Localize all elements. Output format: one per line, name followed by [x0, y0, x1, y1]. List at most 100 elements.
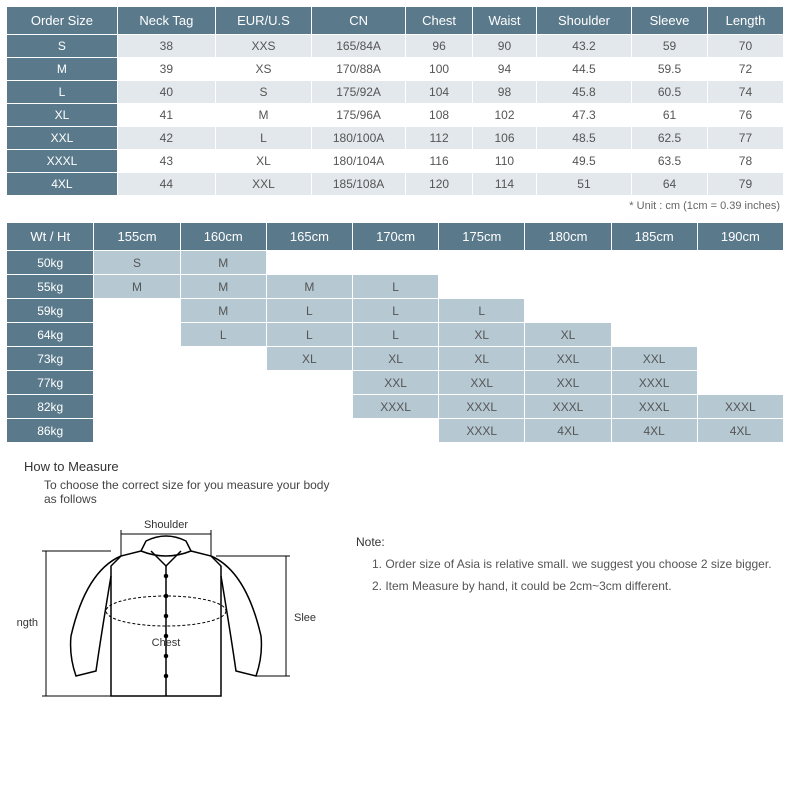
- size-cell: XXS: [215, 35, 311, 58]
- rec-cell: [697, 251, 783, 275]
- rec-cell: L: [352, 299, 438, 323]
- rec-weight-head: 59kg: [7, 299, 94, 323]
- rec-cell: [611, 251, 697, 275]
- size-cell: 47.3: [536, 104, 631, 127]
- size-cell: 48.5: [536, 127, 631, 150]
- rec-cell: [439, 275, 525, 299]
- rec-cell: [352, 251, 438, 275]
- howto-title: How to Measure: [24, 459, 336, 474]
- rec-cell: [266, 395, 352, 419]
- rec-weight-head: 86kg: [7, 419, 94, 443]
- size-cell: 38: [117, 35, 215, 58]
- size-cell: XL: [215, 150, 311, 173]
- rec-cell: XXXL: [525, 395, 611, 419]
- size-cell: 40: [117, 81, 215, 104]
- rec-cell: [94, 347, 180, 371]
- size-cell: 180/104A: [312, 150, 406, 173]
- rec-cell: XL: [352, 347, 438, 371]
- size-cell: 185/108A: [312, 173, 406, 196]
- size-cell: S: [215, 81, 311, 104]
- rec-cell: XXXL: [611, 371, 697, 395]
- size-cell: 112: [406, 127, 473, 150]
- rec-cell: [697, 275, 783, 299]
- size-cell: 74: [707, 81, 783, 104]
- rec-cell: XXL: [611, 347, 697, 371]
- how-to-measure-section: How to Measure To choose the correct siz…: [6, 455, 784, 731]
- size-header-cell: Order Size: [7, 7, 118, 35]
- size-cell: 49.5: [536, 150, 631, 173]
- size-cell: 120: [406, 173, 473, 196]
- size-cell: 108: [406, 104, 473, 127]
- chest-label: Chest: [152, 637, 181, 649]
- rec-cell: M: [180, 299, 266, 323]
- rec-cell: XXL: [352, 371, 438, 395]
- rec-cell: L: [266, 323, 352, 347]
- rec-cell: [439, 251, 525, 275]
- sleeve-label: Sleeve: [294, 612, 316, 624]
- rec-cell: [525, 275, 611, 299]
- rec-cell: 4XL: [697, 419, 783, 443]
- size-row-head: XXXL: [7, 150, 118, 173]
- size-header-cell: CN: [312, 7, 406, 35]
- size-row-head: M: [7, 58, 118, 81]
- rec-cell: L: [352, 275, 438, 299]
- note-2: 2. Item Measure by hand, it could be 2cm…: [372, 579, 784, 593]
- size-row-head: S: [7, 35, 118, 58]
- size-cell: 45.8: [536, 81, 631, 104]
- rec-cell: XXL: [525, 371, 611, 395]
- size-cell: 102: [473, 104, 537, 127]
- rec-cell: 4XL: [611, 419, 697, 443]
- size-row-head: XXL: [7, 127, 118, 150]
- rec-cell: [611, 275, 697, 299]
- rec-cell: L: [439, 299, 525, 323]
- size-cell: 63.5: [632, 150, 708, 173]
- size-cell: 110: [473, 150, 537, 173]
- size-cell: 43.2: [536, 35, 631, 58]
- rec-height-header: 165cm: [266, 223, 352, 251]
- size-cell: 44: [117, 173, 215, 196]
- size-header-cell: Waist: [473, 7, 537, 35]
- size-cell: 100: [406, 58, 473, 81]
- rec-cell: [697, 323, 783, 347]
- rec-cell: [94, 299, 180, 323]
- size-cell: 76: [707, 104, 783, 127]
- rec-cell: M: [94, 275, 180, 299]
- rec-height-header: 175cm: [439, 223, 525, 251]
- size-cell: 98: [473, 81, 537, 104]
- rec-cell: [94, 371, 180, 395]
- rec-cell: [94, 323, 180, 347]
- size-cell: L: [215, 127, 311, 150]
- size-cell: 59.5: [632, 58, 708, 81]
- size-cell: 64: [632, 173, 708, 196]
- size-row-head: L: [7, 81, 118, 104]
- size-cell: 104: [406, 81, 473, 104]
- size-cell: 60.5: [632, 81, 708, 104]
- rec-cell: XXL: [525, 347, 611, 371]
- size-cell: 61: [632, 104, 708, 127]
- size-chart-table: Order SizeNeck TagEUR/U.SCNChestWaistSho…: [6, 6, 784, 196]
- rec-cell: [697, 299, 783, 323]
- rec-cell: [352, 419, 438, 443]
- rec-cell: [266, 251, 352, 275]
- rec-cell: [525, 251, 611, 275]
- size-cell: XXL: [215, 173, 311, 196]
- rec-cell: XXXL: [439, 419, 525, 443]
- size-cell: 44.5: [536, 58, 631, 81]
- note-1: 1. Order size of Asia is relative small.…: [372, 557, 784, 571]
- size-cell: 62.5: [632, 127, 708, 150]
- size-header-cell: Neck Tag: [117, 7, 215, 35]
- length-label: Length: [16, 617, 38, 629]
- rec-weight-head: 77kg: [7, 371, 94, 395]
- rec-cell: [525, 299, 611, 323]
- size-cell: 51: [536, 173, 631, 196]
- size-cell: 59: [632, 35, 708, 58]
- rec-cell: [94, 419, 180, 443]
- rec-cell: L: [180, 323, 266, 347]
- size-cell: XS: [215, 58, 311, 81]
- rec-weight-head: 55kg: [7, 275, 94, 299]
- size-header-cell: Shoulder: [536, 7, 631, 35]
- rec-cell: XXXL: [697, 395, 783, 419]
- rec-cell: M: [180, 275, 266, 299]
- rec-cell: [94, 395, 180, 419]
- rec-weight-head: 50kg: [7, 251, 94, 275]
